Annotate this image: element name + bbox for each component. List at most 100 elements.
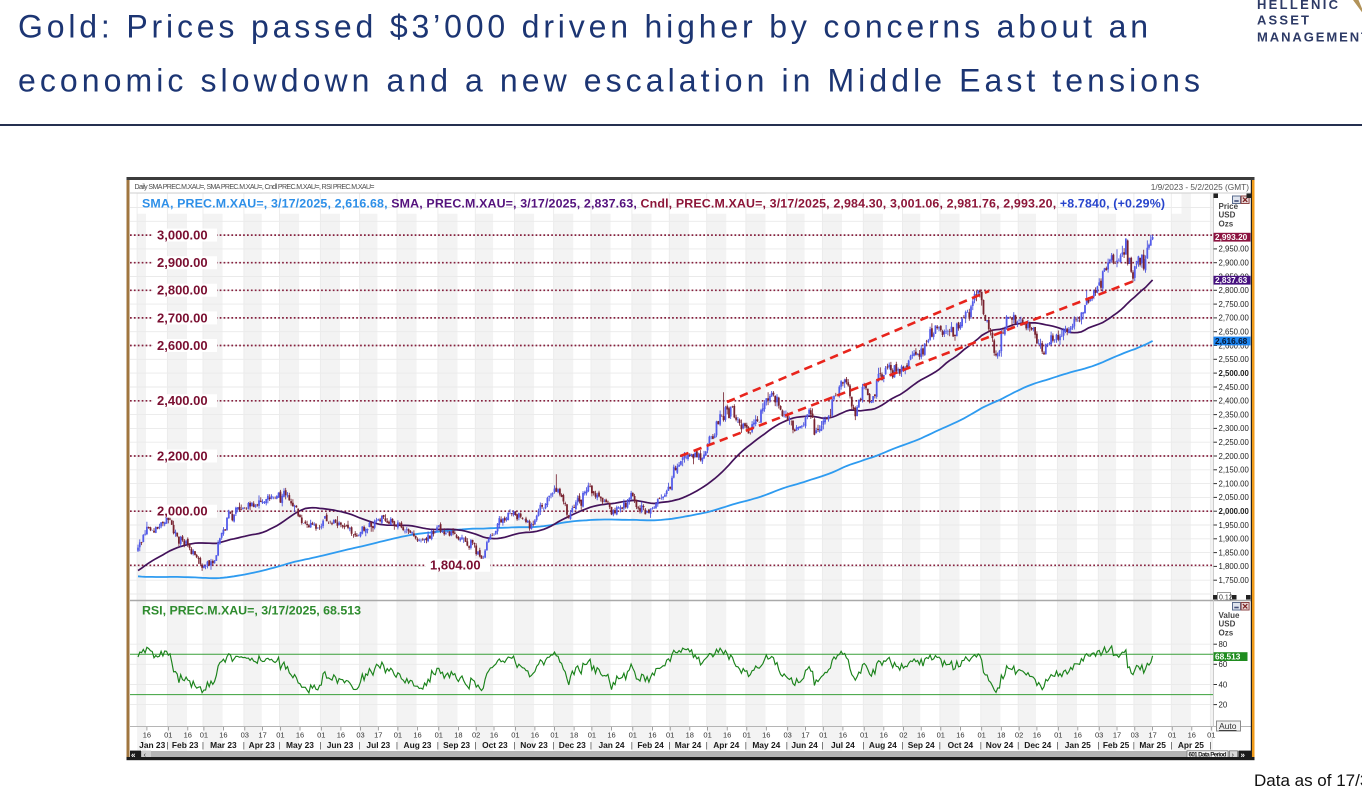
svg-text:2,600.00: 2,600.00 (1219, 341, 1250, 350)
svg-text:01: 01 (200, 731, 208, 740)
svg-text:Apr 25: Apr 25 (1178, 740, 1204, 750)
svg-text:01: 01 (819, 731, 827, 740)
svg-text:May 23: May 23 (286, 740, 314, 750)
svg-text:Feb 23: Feb 23 (172, 740, 199, 750)
svg-text:20: 20 (1219, 700, 1228, 709)
svg-text:Jun 24: Jun 24 (791, 740, 818, 750)
svg-text:Auto: Auto (1219, 721, 1237, 731)
svg-text:|: | (166, 740, 168, 750)
svg-text:2,800.00: 2,800.00 (157, 283, 208, 298)
svg-text:01: 01 (164, 731, 172, 740)
svg-text:Nov 23: Nov 23 (520, 740, 548, 750)
svg-text:18: 18 (454, 731, 462, 740)
svg-text:|: | (1209, 740, 1211, 750)
svg-text:RSI, PREC.M.XAU=, 3/17/2025, 6: RSI, PREC.M.XAU=, 3/17/2025, 68.513 (142, 604, 361, 618)
svg-text:2,450.00: 2,450.00 (1219, 383, 1250, 392)
svg-text:01: 01 (317, 731, 325, 740)
svg-text:1,850.00: 1,850.00 (1219, 548, 1250, 557)
svg-text:|: | (939, 740, 941, 750)
svg-text:Value: Value (1219, 611, 1240, 620)
svg-text:‹: ‹ (144, 750, 147, 759)
svg-text:Price: Price (1219, 202, 1239, 211)
svg-text:16: 16 (337, 731, 345, 740)
svg-text:|: | (474, 740, 476, 750)
svg-text:1,950.00: 1,950.00 (1219, 521, 1250, 530)
svg-text:03: 03 (1095, 731, 1103, 740)
svg-text:Aug 24: Aug 24 (869, 740, 897, 750)
svg-text:03: 03 (241, 731, 249, 740)
svg-text:2,700.00: 2,700.00 (157, 310, 208, 325)
svg-text:16: 16 (143, 731, 151, 740)
svg-text:601 Data Period: 601 Data Period (1189, 751, 1227, 758)
svg-text:|: | (513, 740, 515, 750)
svg-text:2,000.00: 2,000.00 (157, 504, 208, 519)
svg-text:|: | (553, 740, 555, 750)
svg-text:Data as of 17/3: Data as of 17/3 (1254, 771, 1362, 790)
svg-text:18: 18 (570, 731, 578, 740)
svg-text:1/9/2023 - 5/2/2025 (GMT): 1/9/2023 - 5/2/2025 (GMT) (1151, 182, 1249, 192)
svg-text:2,550.00: 2,550.00 (1219, 355, 1250, 364)
svg-text:|: | (862, 740, 864, 750)
svg-text:Jan 24: Jan 24 (598, 740, 624, 750)
svg-text:Feb 24: Feb 24 (637, 740, 664, 750)
svg-text:16: 16 (1033, 731, 1041, 740)
svg-text:|: | (1056, 740, 1058, 750)
svg-text:Jul 24: Jul 24 (831, 740, 855, 750)
svg-text:2,993.20: 2,993.20 (1215, 232, 1248, 242)
svg-text:Apr 23: Apr 23 (249, 740, 275, 750)
svg-text:Oct 24: Oct 24 (948, 740, 974, 750)
svg-text:01: 01 (1207, 731, 1215, 740)
svg-text:|: | (1097, 740, 1099, 750)
svg-text:03: 03 (784, 731, 792, 740)
svg-text:16: 16 (648, 731, 656, 740)
svg-text:Daily SMA PREC.M.XAU=, SMA PRE: Daily SMA PREC.M.XAU=, SMA PREC.M.XAU=, … (135, 184, 375, 191)
svg-text:Ozs: Ozs (1219, 628, 1234, 637)
svg-text:16: 16 (839, 731, 847, 740)
svg-text:02: 02 (1015, 731, 1023, 740)
svg-text:16: 16 (296, 731, 304, 740)
svg-text:Dec 24: Dec 24 (1024, 740, 1051, 750)
svg-text:1,900.00: 1,900.00 (1219, 535, 1250, 544)
svg-text:01: 01 (550, 731, 558, 740)
svg-text:1,750.00: 1,750.00 (1219, 576, 1250, 585)
svg-text:01: 01 (588, 731, 596, 740)
svg-text:2,700.00: 2,700.00 (1219, 314, 1250, 323)
svg-text:3,000.00: 3,000.00 (157, 228, 208, 243)
svg-text:Jan 25: Jan 25 (1065, 740, 1091, 750)
svg-text:2,100.00: 2,100.00 (1219, 479, 1250, 488)
svg-text:17: 17 (258, 731, 266, 740)
svg-text:2,837.63: 2,837.63 (1215, 275, 1248, 285)
svg-text:2,616.68: 2,616.68 (1215, 336, 1248, 346)
svg-text:2,300.00: 2,300.00 (1219, 424, 1250, 433)
svg-text:|: | (786, 740, 788, 750)
svg-text:Nov 24: Nov 24 (986, 740, 1014, 750)
svg-text:02: 02 (472, 731, 480, 740)
svg-text:40: 40 (1219, 680, 1228, 689)
svg-text:16: 16 (531, 731, 539, 740)
svg-text:16: 16 (917, 731, 925, 740)
svg-text:18: 18 (686, 731, 694, 740)
svg-text:17: 17 (801, 731, 809, 740)
svg-text:|: | (243, 740, 245, 750)
svg-text:Jun 23: Jun 23 (327, 740, 354, 750)
svg-text:|: | (278, 740, 280, 750)
svg-text:|: | (1170, 740, 1172, 750)
svg-text:USD: USD (1219, 211, 1236, 220)
svg-text:|: | (359, 740, 361, 750)
svg-text:02: 02 (899, 731, 907, 740)
svg-text:01: 01 (276, 731, 284, 740)
svg-text:|: | (1133, 740, 1135, 750)
svg-text:01: 01 (394, 731, 402, 740)
svg-text:03: 03 (356, 731, 364, 740)
svg-text:|: | (901, 740, 903, 750)
svg-text:1,804.00: 1,804.00 (430, 558, 481, 573)
svg-text:Gold: Prices passed $3’000 dri: Gold: Prices passed $3’000 driven higher… (18, 9, 1148, 45)
svg-text:80: 80 (1219, 640, 1228, 649)
svg-text:17: 17 (1113, 731, 1121, 740)
svg-text:16: 16 (880, 731, 888, 740)
svg-text:2,400.00: 2,400.00 (1219, 397, 1250, 406)
svg-text:|: | (745, 740, 747, 750)
svg-text:2,200.00: 2,200.00 (157, 448, 208, 463)
svg-text:01: 01 (1168, 731, 1176, 740)
svg-text:16: 16 (723, 731, 731, 740)
